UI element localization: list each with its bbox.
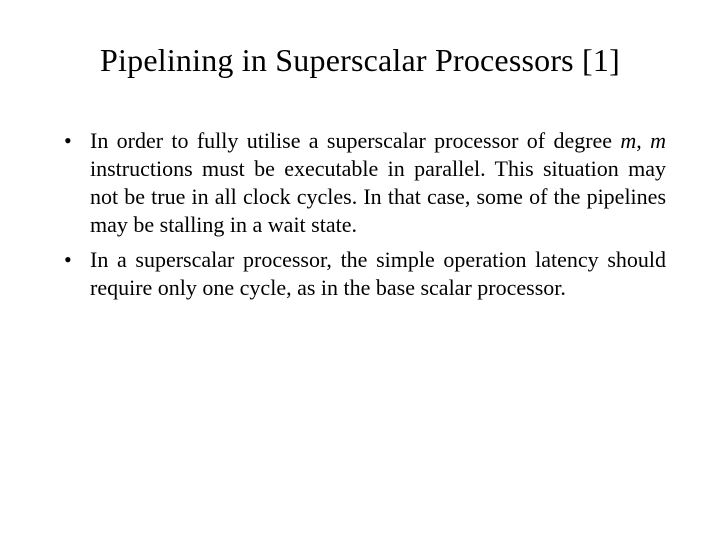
bullet-text-post: instructions must be executable in paral…: [90, 156, 666, 237]
bullet-text-pre: In order to fully utilise a superscalar …: [90, 128, 620, 153]
bullet-list: In order to fully utilise a superscalar …: [42, 127, 678, 302]
bullet-text-mid: ,: [636, 128, 650, 153]
bullet-text-em1: m: [620, 128, 636, 153]
slide: Pipelining in Superscalar Processors [1]…: [0, 0, 720, 540]
slide-title: Pipelining in Superscalar Processors [1]: [42, 42, 678, 79]
bullet-text-em2: m: [650, 128, 666, 153]
list-item: In a superscalar processor, the simple o…: [90, 246, 666, 302]
bullet-text-pre: In a superscalar processor, the simple o…: [90, 247, 666, 300]
list-item: In order to fully utilise a superscalar …: [90, 127, 666, 240]
